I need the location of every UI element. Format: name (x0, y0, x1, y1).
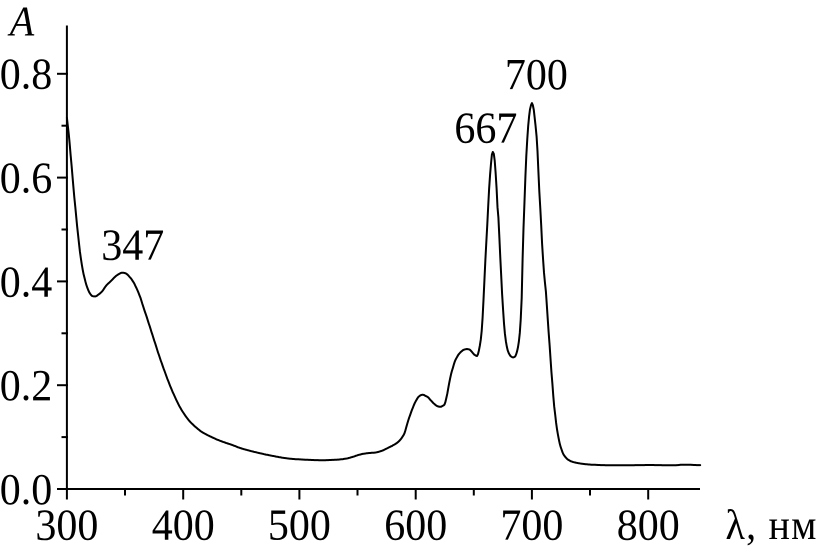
svg-text:0.6: 0.6 (0, 153, 52, 203)
svg-text:λ, нм: λ, нм (726, 501, 818, 549)
svg-text:700: 700 (505, 50, 568, 100)
svg-text:500: 500 (268, 500, 331, 550)
svg-text:700: 700 (500, 500, 563, 550)
svg-text:300: 300 (35, 500, 98, 550)
svg-text:A: A (7, 0, 35, 45)
svg-text:0.8: 0.8 (0, 49, 52, 99)
svg-text:347: 347 (101, 220, 164, 270)
svg-text:0.2: 0.2 (0, 361, 52, 411)
svg-text:0.0: 0.0 (0, 465, 52, 515)
svg-text:800: 800 (617, 500, 680, 550)
svg-text:600: 600 (384, 500, 447, 550)
svg-text:400: 400 (152, 500, 215, 550)
svg-text:0.4: 0.4 (0, 257, 52, 307)
svg-text:667: 667 (454, 103, 517, 153)
